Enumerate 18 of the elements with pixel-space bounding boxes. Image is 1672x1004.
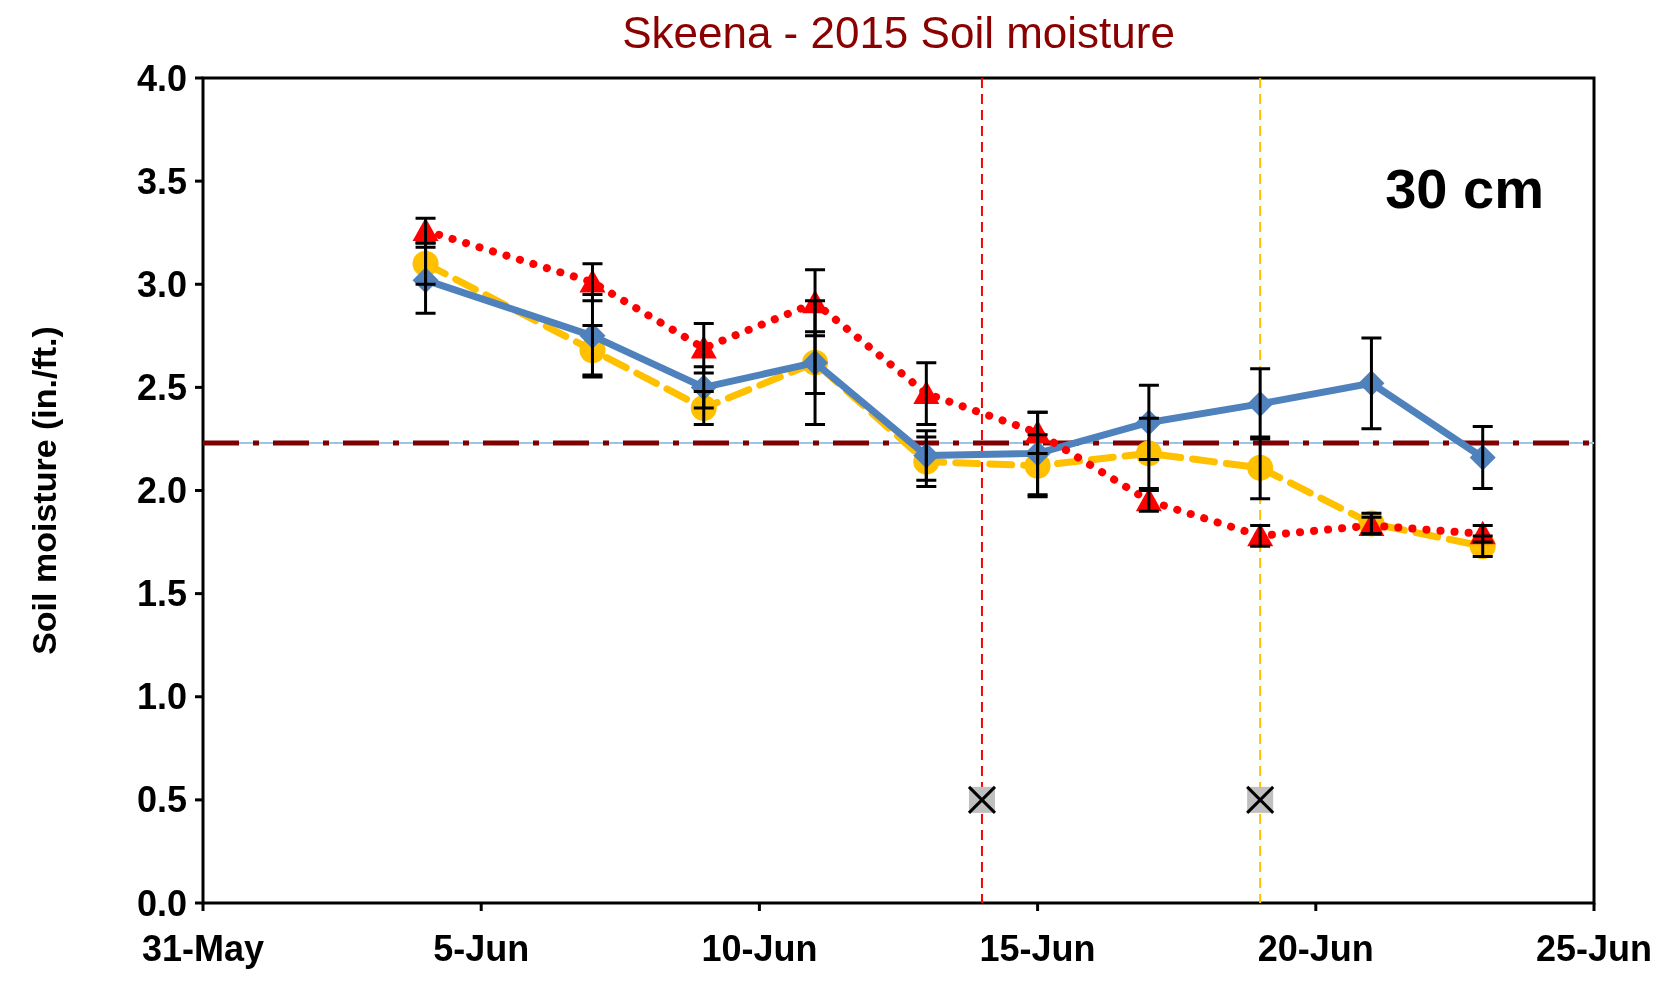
y-tick-label: 0.5 — [136, 779, 187, 821]
annotation: 30 cm — [1385, 157, 1544, 220]
x-tick-label: 10-Jun — [701, 928, 818, 969]
y-tick-label: 1.5 — [136, 573, 187, 615]
x-tick-label: 15-Jun — [979, 928, 1096, 969]
y-tick-label: 4.0 — [136, 57, 187, 99]
x-tick-label: 20-Jun — [1257, 928, 1374, 969]
y-tick-label: 1.0 — [136, 676, 187, 718]
y-tick-label: 2.0 — [136, 470, 187, 512]
y-axis-title: Soil moisture (in./ft.) — [25, 326, 63, 655]
y-tick-label: 2.5 — [136, 366, 187, 408]
x-tick-label: 5-Jun — [433, 928, 530, 969]
y-tick-label: 3.0 — [136, 263, 187, 305]
x-tick-label: 25-Jun — [1535, 928, 1653, 969]
y-tick-label: 3.5 — [136, 160, 187, 202]
y-tick-label: 0.0 — [136, 882, 187, 924]
x-tick-label: 31-May — [141, 928, 265, 969]
chart-title: Skeena - 2015 Soil moisture — [622, 8, 1175, 57]
